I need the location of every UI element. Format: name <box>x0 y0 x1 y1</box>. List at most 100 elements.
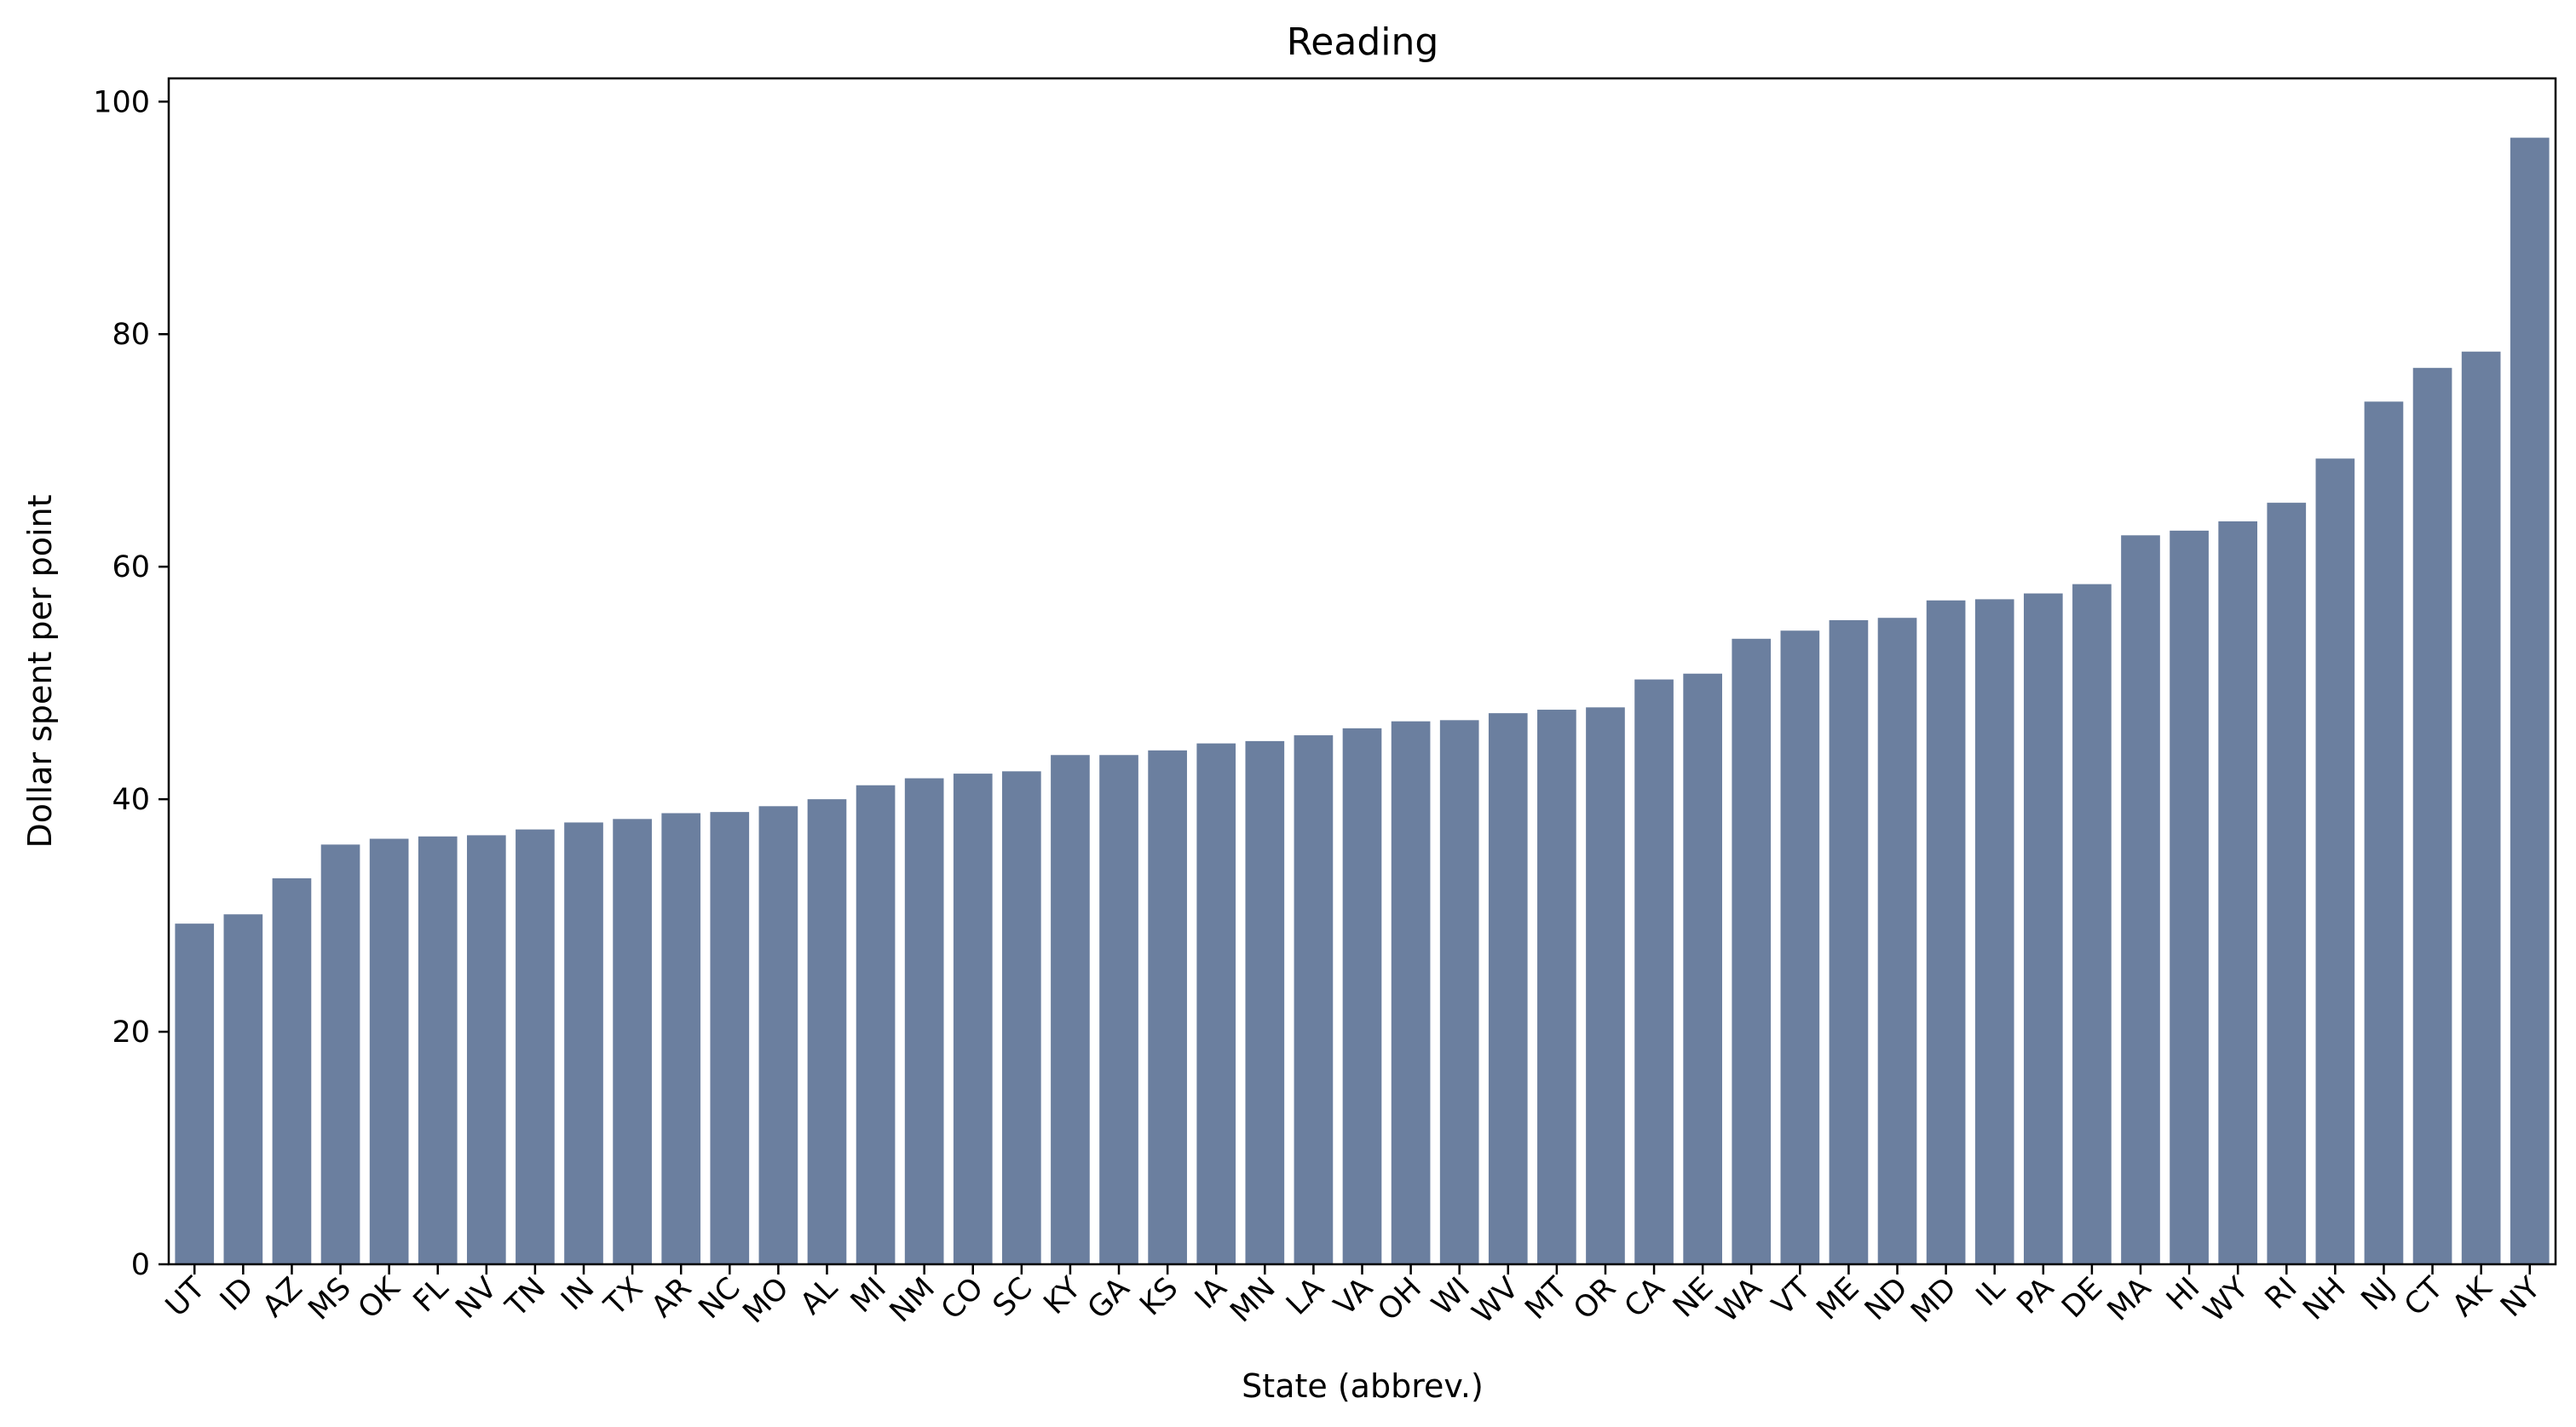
bar-hi <box>2170 530 2209 1264</box>
bar-ut <box>175 924 215 1264</box>
x-tick-label: SC <box>987 1271 1039 1323</box>
x-tick-label: AR <box>645 1271 698 1324</box>
bar-ny <box>2510 137 2550 1265</box>
x-tick-label: GA <box>1081 1271 1136 1326</box>
bar-or <box>1586 707 1625 1264</box>
y-axis-label: Dollar spent per point <box>21 494 59 848</box>
x-tick-label: NC <box>693 1271 747 1326</box>
bar-mo <box>758 806 798 1264</box>
x-tick-label: MO <box>737 1271 796 1330</box>
x-tick-label: PA <box>2011 1271 2061 1321</box>
bar-id <box>223 914 263 1264</box>
x-tick-label: TN <box>499 1271 553 1325</box>
x-tick-label: MA <box>2101 1271 2158 1328</box>
x-tick-label: AL <box>794 1271 844 1321</box>
bar-wi <box>1439 720 1479 1264</box>
bar-nv <box>466 835 506 1264</box>
x-tick-label: KS <box>1133 1271 1184 1322</box>
x-tick-label: OH <box>1372 1271 1428 1327</box>
x-tick-label: VA <box>1328 1271 1380 1323</box>
x-tick-label: DE <box>2055 1271 2109 1325</box>
x-tick-label: NV <box>449 1271 504 1326</box>
x-tick-label: MT <box>1519 1271 1574 1326</box>
bar-ri <box>2267 503 2307 1264</box>
bar-ga <box>1099 755 1138 1264</box>
y-tick-label: 20 <box>112 1016 150 1050</box>
bar-al <box>807 799 847 1264</box>
x-tick-label: WY <box>2198 1271 2256 1329</box>
x-tick-label: ND <box>1859 1271 1915 1327</box>
bar-ar <box>661 813 701 1264</box>
bar-ky <box>1051 755 1090 1264</box>
bar-nj <box>2364 401 2404 1264</box>
x-tick-label: MD <box>1905 1271 1963 1330</box>
x-tick-label: CO <box>935 1271 990 1326</box>
bar-pa <box>2023 593 2063 1264</box>
x-tick-label: MI <box>844 1271 893 1320</box>
x-tick-label: KY <box>1038 1271 1088 1321</box>
chart-title: Reading <box>1287 20 1439 64</box>
y-tick-label: 80 <box>112 318 150 352</box>
bars-group <box>175 137 2550 1265</box>
x-tick-label: AZ <box>256 1271 309 1324</box>
y-tick-label: 40 <box>112 783 150 817</box>
x-tick-label: NJ <box>2355 1271 2401 1317</box>
bar-ma <box>2121 535 2160 1264</box>
x-tick-label: RI <box>2259 1271 2304 1316</box>
bar-tx <box>613 819 652 1264</box>
bar-ct <box>2412 367 2452 1264</box>
bar-vt <box>1780 630 1820 1264</box>
bar-ca <box>1634 679 1674 1264</box>
y-tick-label: 60 <box>112 550 150 584</box>
y-tick-label: 0 <box>131 1248 150 1282</box>
bar-ia <box>1196 743 1236 1264</box>
bar-mi <box>856 785 896 1264</box>
x-tick-label: HI <box>2160 1271 2206 1317</box>
x-tick-label: OK <box>352 1270 407 1326</box>
bar-wa <box>1732 638 1772 1264</box>
bar-ms <box>320 844 360 1264</box>
bar-ak <box>2461 351 2501 1265</box>
x-tick-label: IA <box>1189 1271 1234 1316</box>
bar-in <box>564 822 603 1264</box>
bar-me <box>1829 619 1869 1264</box>
x-tick-label: MN <box>1225 1271 1282 1329</box>
bar-mt <box>1537 710 1576 1264</box>
x-tick-label: OR <box>1567 1271 1622 1326</box>
bar-fl <box>418 836 458 1264</box>
bar-nc <box>710 812 750 1264</box>
plot-frame <box>167 77 2557 1266</box>
bar-il <box>1974 599 2014 1264</box>
bar-wv <box>1488 713 1528 1264</box>
x-tick-label: IN <box>555 1271 601 1317</box>
bar-az <box>272 877 312 1264</box>
y-tick-label: 100 <box>93 85 150 119</box>
x-tick-label: CT <box>2398 1271 2450 1323</box>
x-tick-label: IL <box>1970 1271 2013 1314</box>
x-tick-label: NH <box>2297 1271 2352 1326</box>
bar-de <box>2072 584 2112 1264</box>
x-tick-label: FL <box>407 1271 456 1320</box>
bar-va <box>1342 728 1382 1264</box>
x-tick-label: NY <box>2494 1271 2547 1324</box>
x-tick-label: UT <box>159 1271 212 1324</box>
x-tick-label: LA <box>1280 1271 1331 1322</box>
y-axis: 0 20 40 60 80 100 <box>93 85 169 1282</box>
x-axis-label: State (abbrev.) <box>1242 1367 1484 1405</box>
bar-la <box>1294 735 1334 1264</box>
x-tick-label: WI <box>1426 1271 1477 1322</box>
x-tick-label: NE <box>1667 1271 1720 1324</box>
x-tick-label: CA <box>1618 1271 1672 1325</box>
x-tick-label: TX <box>597 1271 649 1323</box>
x-tick-label: ME <box>1811 1271 1866 1326</box>
x-tick-label: VT <box>1766 1271 1818 1323</box>
bar-wy <box>2218 521 2258 1264</box>
bar-mn <box>1245 740 1285 1264</box>
bar-md <box>1926 600 1966 1264</box>
bar-ok <box>369 838 409 1264</box>
x-tick-label: MS <box>303 1271 358 1326</box>
bar-co <box>953 774 993 1264</box>
bar-nh <box>2315 458 2355 1264</box>
x-tick-label: WV <box>1466 1271 1525 1331</box>
bar-oh <box>1391 721 1431 1264</box>
